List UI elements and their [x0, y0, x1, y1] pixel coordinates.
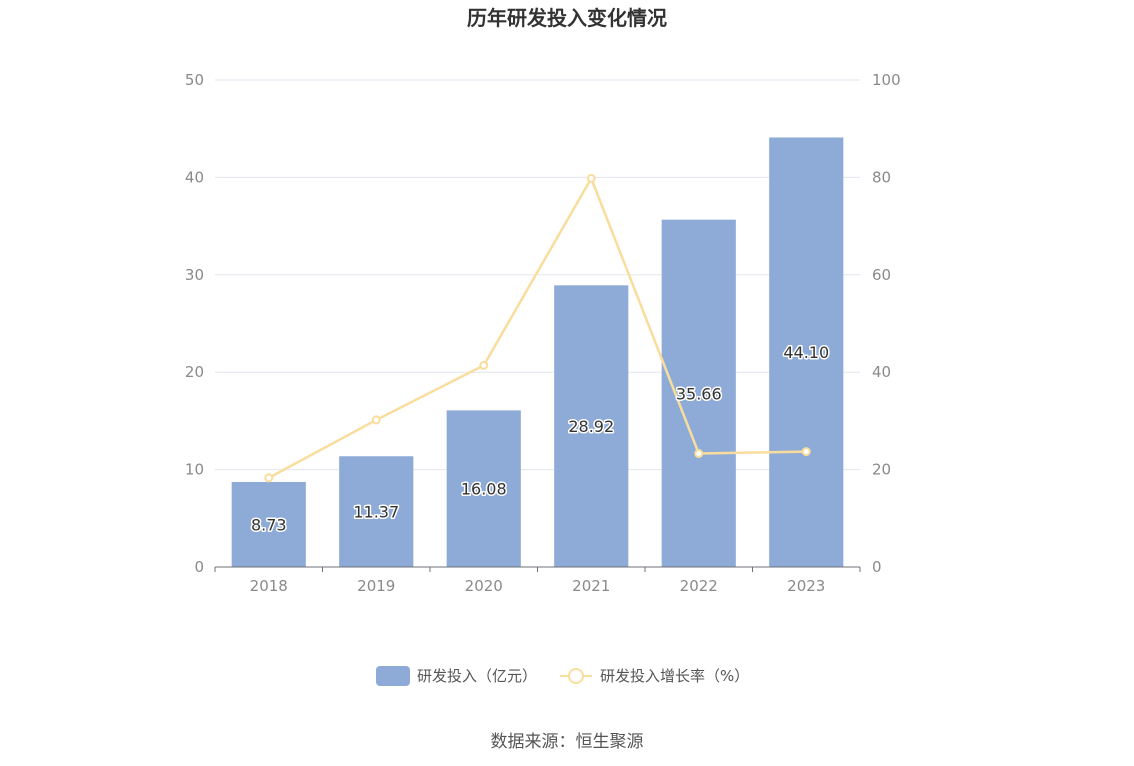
legend-line-label: 研发投入增长率（%）	[600, 667, 749, 685]
left-y-axis: 0 10 20 30 40 50	[185, 71, 204, 576]
bar-2018[interactable]	[231, 481, 306, 567]
legend-item-line[interactable]: 研发投入增长率（%）	[560, 667, 749, 685]
line-series	[264, 173, 811, 483]
y-left-tick-label: 40	[185, 168, 204, 186]
bar-value-label: 16.08	[461, 480, 507, 499]
bar-data-labels: 8.73 11.37 16.08 28.92 35.66 44.10	[249, 342, 830, 536]
growth-rate-point-2022[interactable]	[694, 449, 704, 459]
y-right-tick-label: 80	[872, 168, 891, 186]
legend-item-bar[interactable]: 研发投入（亿元）	[376, 666, 537, 686]
bar-2023[interactable]	[769, 137, 844, 567]
y-left-tick-label: 10	[185, 461, 204, 479]
y-left-tick-label: 30	[185, 266, 204, 284]
right-y-axis: 0 20 40 60 80 100	[872, 71, 901, 576]
y-right-tick-label: 40	[872, 363, 891, 381]
bar-value-label: 28.92	[568, 417, 614, 436]
x-tick-label: 2023	[787, 577, 825, 595]
y-right-tick-label: 100	[872, 71, 901, 89]
y-right-tick-label: 60	[872, 266, 891, 284]
growth-rate-point-2021[interactable]	[586, 173, 596, 183]
gridlines	[215, 79, 860, 471]
chart-title: 历年研发投入变化情况	[467, 6, 667, 30]
growth-rate-point-2020[interactable]	[479, 360, 489, 370]
x-tick-label: 2022	[680, 577, 718, 595]
x-tick-label: 2020	[465, 577, 503, 595]
y-left-tick-label: 20	[185, 363, 204, 381]
x-axis: 2018 2019 2020 2021 2022 2023	[214, 566, 861, 595]
growth-rate-point-2018[interactable]	[264, 473, 274, 483]
bar-2019[interactable]	[339, 456, 414, 567]
legend-bar-label: 研发投入（亿元）	[417, 667, 537, 685]
legend: 研发投入（亿元） 研发投入增长率（%）	[376, 666, 749, 686]
bar-2020[interactable]	[446, 410, 521, 567]
x-tick-label: 2021	[572, 577, 610, 595]
legend-bar-swatch	[376, 666, 410, 686]
bar-value-label: 11.37	[353, 503, 399, 522]
data-source: 数据来源：恒生聚源	[491, 732, 644, 752]
legend-line-marker	[568, 668, 584, 684]
bar-2021[interactable]	[554, 285, 629, 567]
growth-rate-point-2023[interactable]	[801, 447, 811, 457]
bar-value-label: 8.73	[251, 515, 287, 534]
x-tick-label: 2019	[357, 577, 395, 595]
x-tick-label: 2018	[250, 577, 288, 595]
bar-value-label: 44.10	[783, 343, 829, 362]
growth-rate-line	[268, 177, 807, 479]
growth-rate-point-2019[interactable]	[371, 415, 381, 425]
bar-value-label: 35.66	[676, 384, 722, 403]
bar-series	[231, 137, 844, 567]
y-left-tick-label: 0	[194, 558, 204, 576]
y-left-tick-label: 50	[185, 71, 204, 89]
y-right-tick-label: 20	[872, 461, 891, 479]
y-right-tick-label: 0	[872, 558, 882, 576]
